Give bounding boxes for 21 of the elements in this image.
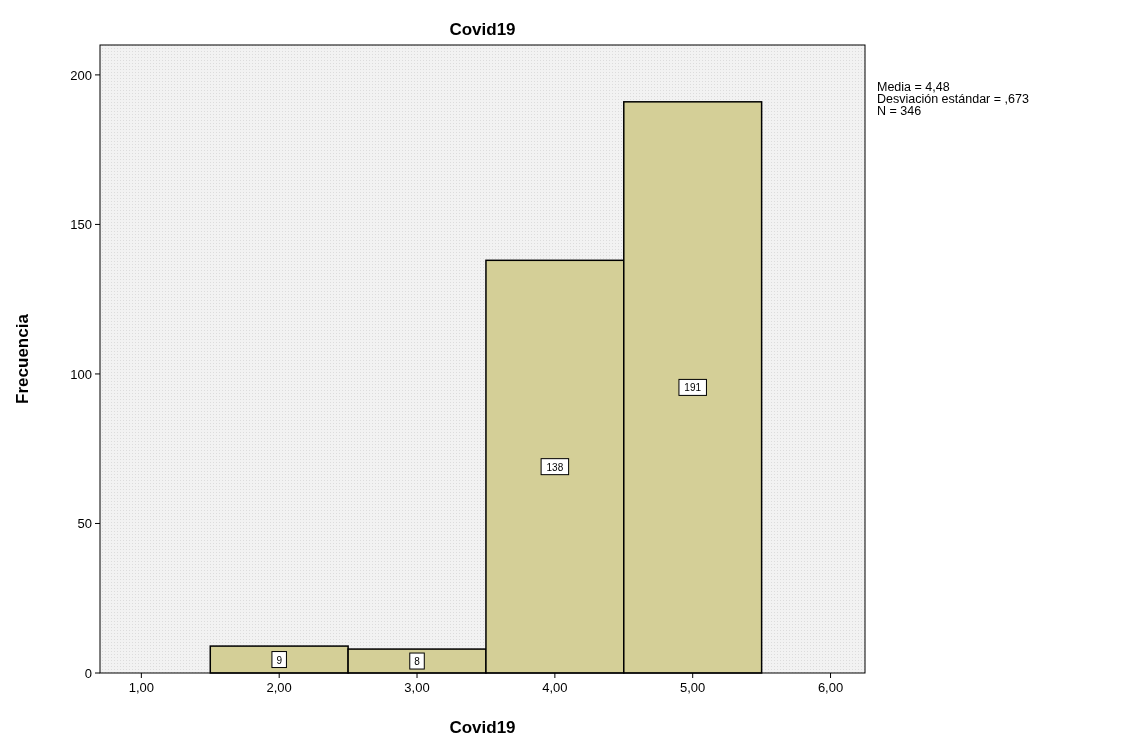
data-label: 191 bbox=[684, 382, 702, 394]
x-axis-title: Covid19 bbox=[449, 718, 516, 737]
text: Desviación estándar = ,673 bbox=[877, 92, 1029, 106]
text: N = 346 bbox=[877, 104, 922, 118]
x-tick-label: 2,00 bbox=[266, 680, 292, 695]
x-tick-label: 1,00 bbox=[128, 680, 155, 695]
text: Media = 4,48 bbox=[877, 80, 950, 94]
x-tick-label: 5,00 bbox=[680, 680, 706, 695]
y-tick-label: 200 bbox=[70, 67, 92, 83]
x-tick-label: 3,00 bbox=[404, 680, 430, 695]
y-tick-label: 100 bbox=[70, 366, 92, 382]
y-tick-label: 150 bbox=[70, 217, 92, 233]
y-tick-label: 0 bbox=[84, 666, 92, 681]
y-axis-title: Frecuencia bbox=[13, 313, 32, 404]
y-tick-label: 50 bbox=[77, 516, 92, 532]
x-tick-label: 6,00 bbox=[817, 680, 844, 695]
data-label: 138 bbox=[546, 461, 564, 473]
x-tick-label: 4,00 bbox=[542, 680, 568, 695]
data-label: 9 bbox=[276, 654, 283, 666]
chart-title: Covid19 bbox=[449, 20, 516, 39]
data-label: 8 bbox=[414, 656, 421, 668]
